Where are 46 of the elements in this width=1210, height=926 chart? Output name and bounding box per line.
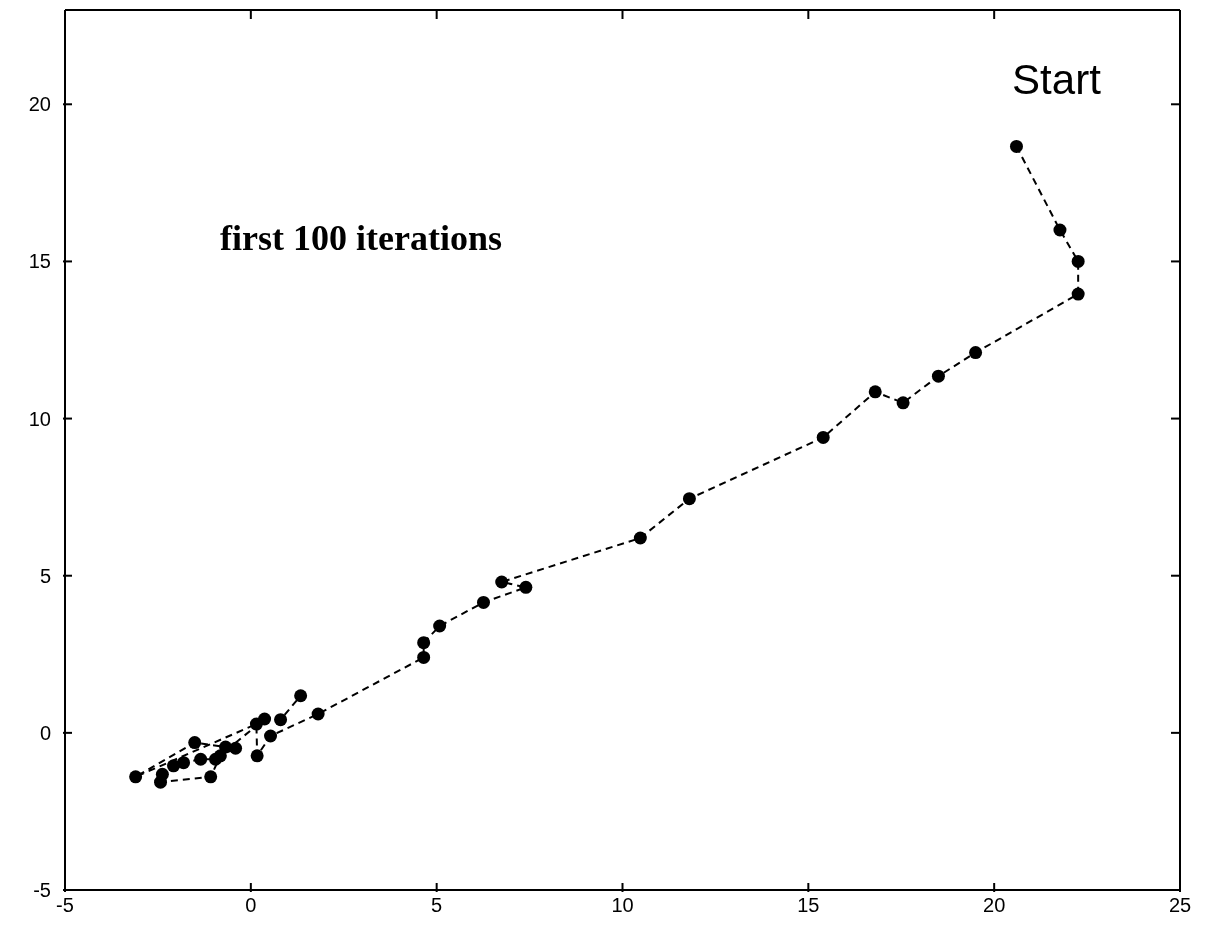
point [896, 396, 910, 410]
x-tick-label: -5 [56, 894, 74, 916]
point [264, 729, 278, 743]
x-tick-label: 25 [1168, 894, 1192, 916]
point [969, 346, 983, 360]
point [274, 713, 288, 727]
x-tick-label: 20 [983, 894, 1006, 916]
point [1053, 223, 1067, 237]
point [294, 689, 308, 703]
point [931, 369, 945, 383]
point [1009, 139, 1023, 153]
y-tick-label: 15 [28, 250, 51, 273]
point [229, 741, 243, 755]
point [868, 385, 882, 399]
x-tick-label: 5 [431, 894, 443, 916]
point [816, 430, 830, 444]
y-tick-label: 0 [39, 721, 51, 744]
point [155, 767, 169, 781]
point [177, 756, 191, 770]
annotation: Start [1012, 56, 1102, 104]
point [519, 580, 533, 594]
point [433, 619, 447, 633]
y-tick-label: 5 [39, 564, 51, 587]
point [204, 770, 218, 784]
point [1071, 287, 1085, 301]
point [194, 752, 208, 766]
x-tick-label: 10 [611, 894, 634, 916]
point [129, 770, 143, 784]
point [1071, 254, 1085, 268]
x-tick-label: 0 [245, 894, 257, 916]
point [633, 531, 647, 545]
point [477, 595, 490, 609]
y-tick-label: 20 [28, 93, 51, 116]
point [258, 712, 272, 726]
y-tick-label: 10 [28, 407, 51, 430]
y-tick-label: -5 [33, 879, 51, 901]
point [188, 736, 202, 750]
point [495, 575, 509, 589]
point [250, 749, 264, 763]
point [209, 752, 223, 766]
point [311, 707, 325, 721]
x-tick-label: 15 [797, 894, 820, 916]
annotation: first 100 iterations [220, 218, 502, 258]
point [417, 636, 431, 650]
point [417, 650, 431, 664]
point [682, 492, 696, 506]
